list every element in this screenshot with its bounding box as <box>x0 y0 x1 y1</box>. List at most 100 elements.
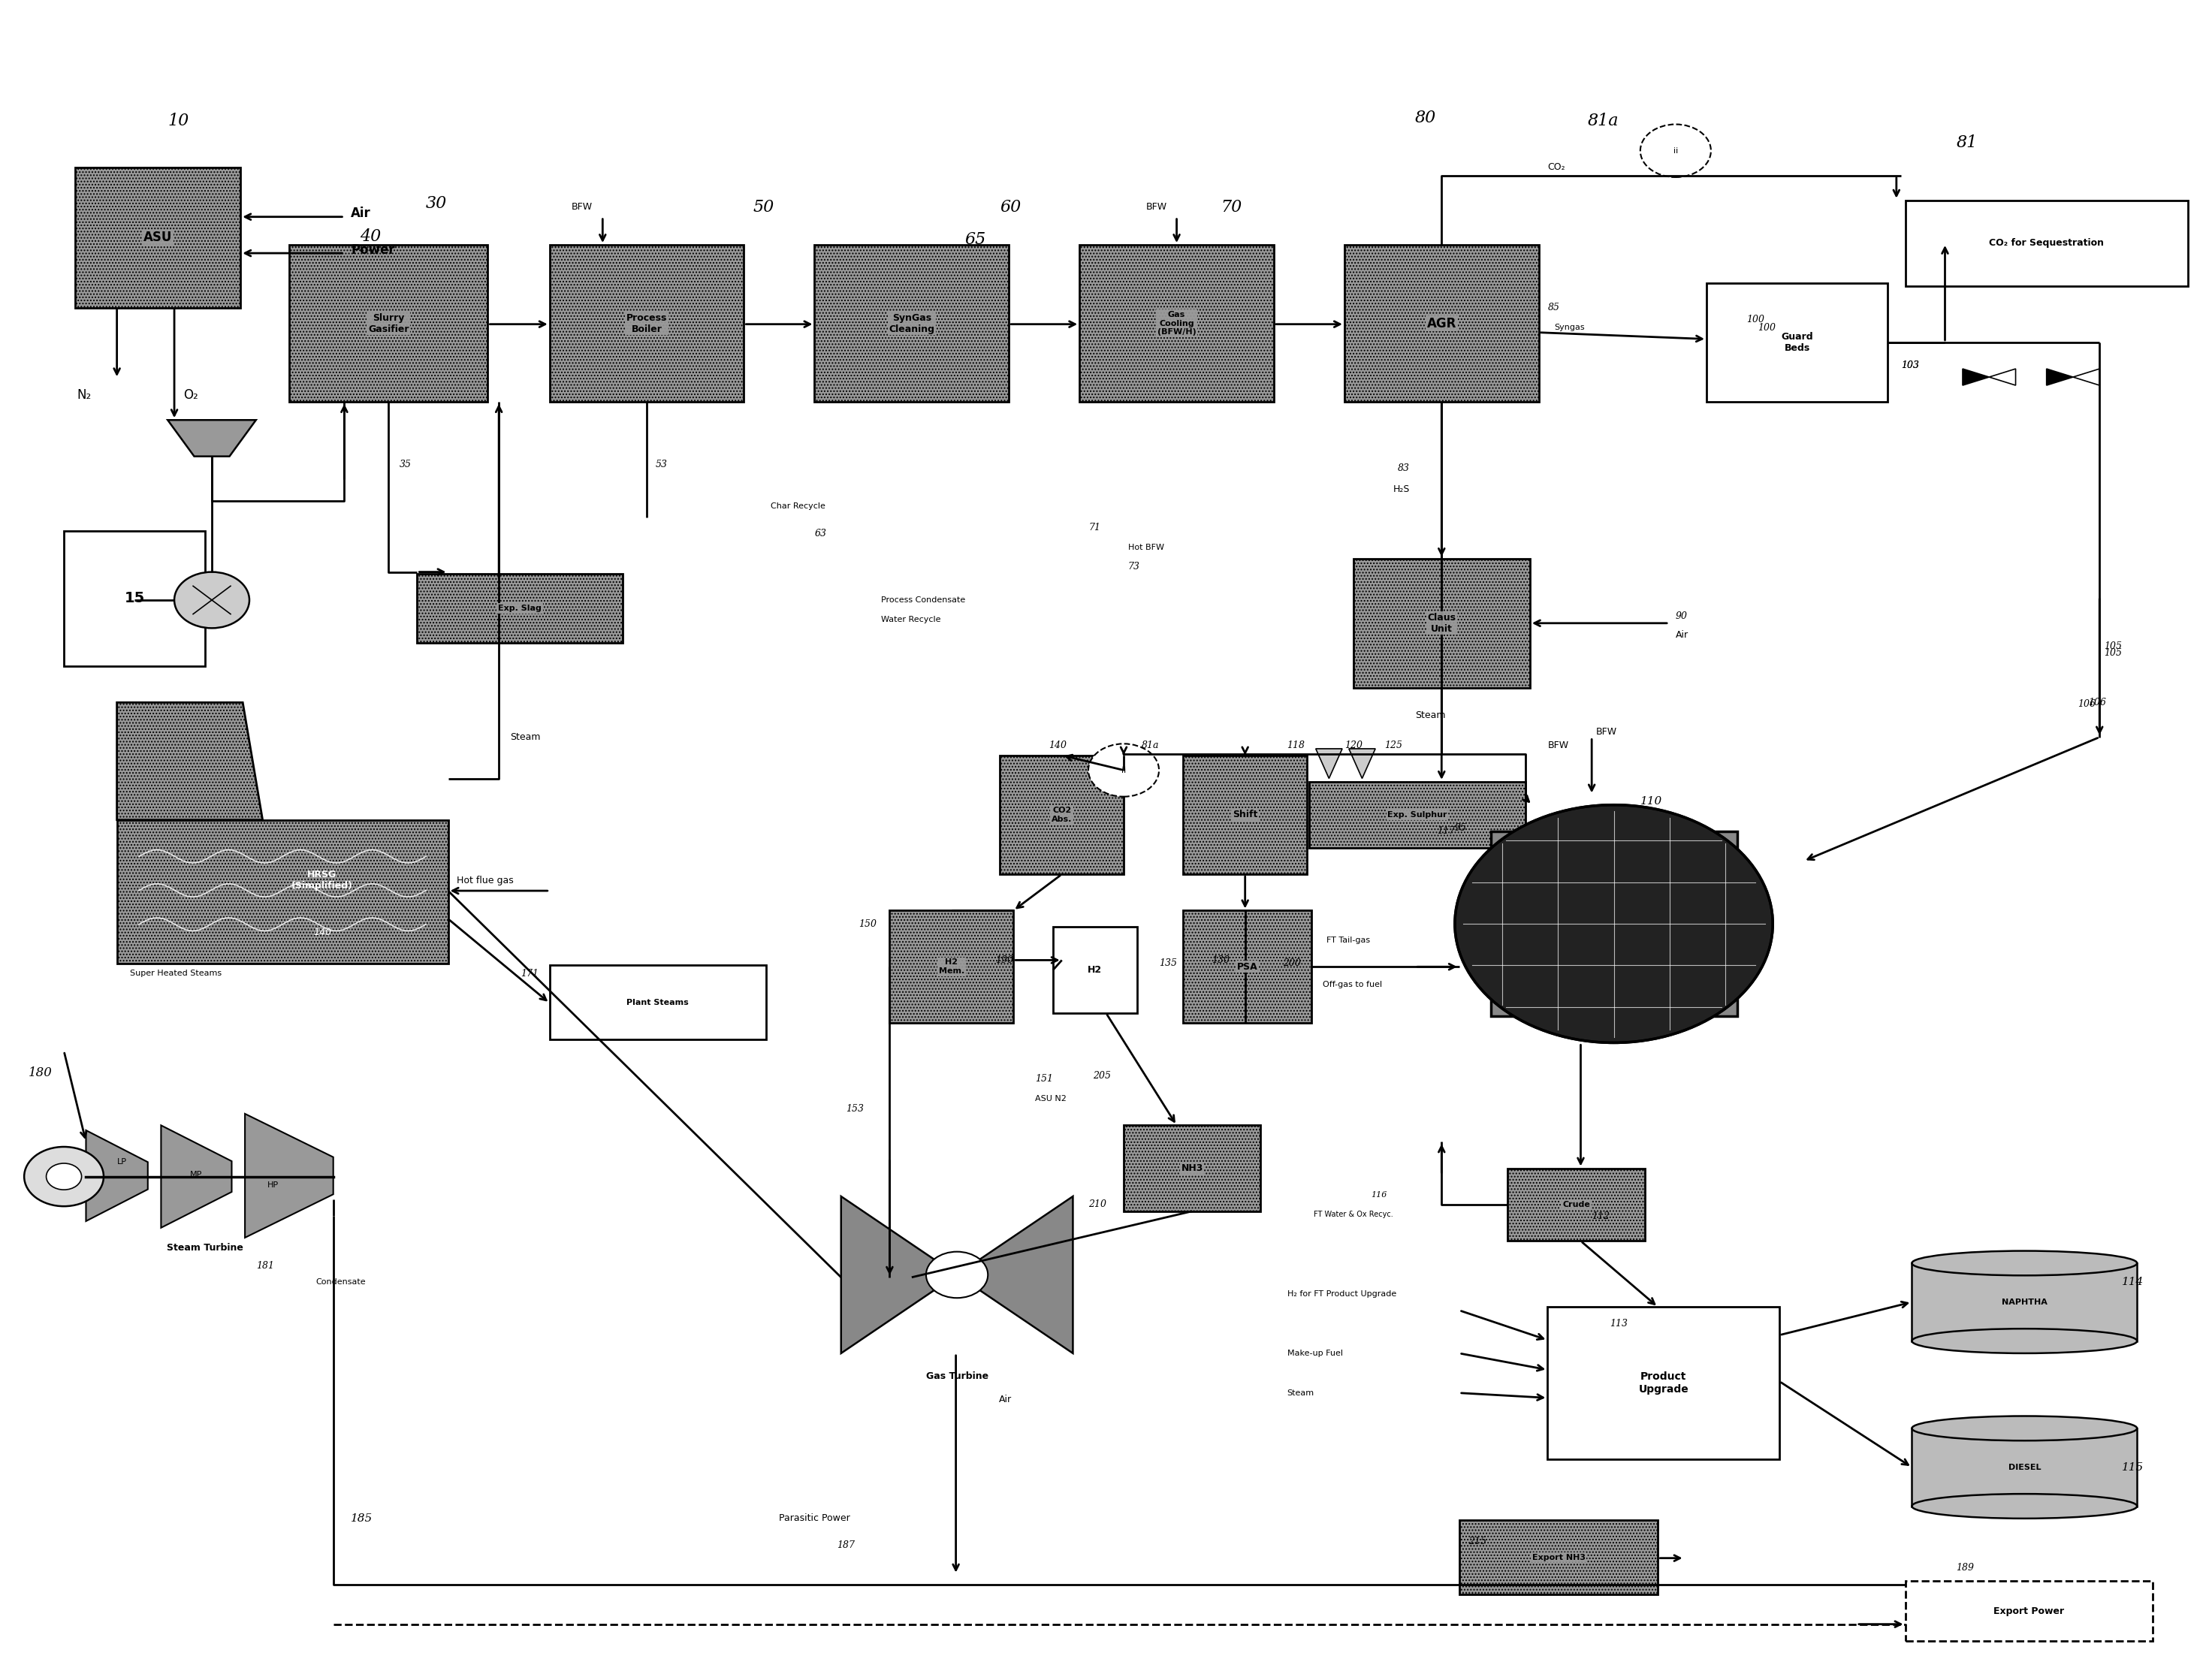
Polygon shape <box>1989 369 2015 386</box>
Bar <box>1124 1126 1261 1211</box>
Text: Exp. Slag: Exp. Slag <box>498 604 542 613</box>
Text: 153: 153 <box>845 1105 863 1114</box>
Text: Claus
Unit: Claus Unit <box>1427 613 1455 634</box>
Circle shape <box>24 1148 104 1206</box>
Text: 90: 90 <box>1677 611 1688 621</box>
Text: Product
Upgrade: Product Upgrade <box>1639 1371 1688 1394</box>
Text: Steam: Steam <box>1416 710 1444 720</box>
Text: MP: MP <box>190 1171 201 1179</box>
Text: 100: 100 <box>1745 315 1765 325</box>
Bar <box>117 820 449 964</box>
Text: FT Tail-gas: FT Tail-gas <box>1327 937 1371 944</box>
Text: ii: ii <box>1121 767 1126 773</box>
Text: 40: 40 <box>361 229 380 245</box>
Bar <box>814 245 1009 402</box>
Text: 171: 171 <box>520 969 540 979</box>
Text: 140: 140 <box>1048 740 1066 750</box>
Text: 81a: 81a <box>1588 113 1619 129</box>
Text: 81: 81 <box>1955 134 1978 151</box>
Text: 125: 125 <box>1385 740 1402 750</box>
Bar <box>1053 927 1137 1013</box>
Text: HRSG
(Simplified): HRSG (Simplified) <box>292 869 354 891</box>
Polygon shape <box>1349 749 1376 778</box>
Circle shape <box>46 1163 82 1189</box>
Text: O₂: O₂ <box>184 389 197 402</box>
Text: Plant Steams: Plant Steams <box>626 999 688 1007</box>
Text: 30: 30 <box>427 195 447 212</box>
Text: 60: 60 <box>1000 199 1022 215</box>
Text: Hot BFW: Hot BFW <box>1128 543 1164 551</box>
Text: BFW: BFW <box>1597 727 1617 737</box>
Text: 106: 106 <box>2088 697 2106 707</box>
Text: ASU N2: ASU N2 <box>1035 1095 1066 1103</box>
Text: N₂: N₂ <box>77 389 91 402</box>
Polygon shape <box>86 1131 148 1220</box>
Text: 117: 117 <box>1438 826 1455 836</box>
Text: 180: 180 <box>29 1066 53 1078</box>
Text: Air: Air <box>1677 629 1688 639</box>
Text: 187: 187 <box>836 1540 854 1550</box>
Circle shape <box>1088 744 1159 797</box>
Text: NH3: NH3 <box>1181 1164 1203 1172</box>
Text: 80: 80 <box>1416 109 1436 126</box>
Text: Crude: Crude <box>1562 1201 1590 1209</box>
Text: 116: 116 <box>1371 1191 1387 1199</box>
Text: CO₂ for Sequestration: CO₂ for Sequestration <box>1989 238 2104 248</box>
Polygon shape <box>246 1114 334 1237</box>
Bar <box>64 530 206 666</box>
Text: Guard
Beds: Guard Beds <box>1781 331 1814 353</box>
Text: 151: 151 <box>1035 1075 1053 1085</box>
Text: 15: 15 <box>124 591 144 606</box>
Bar <box>1079 245 1274 402</box>
Bar <box>1705 283 1887 402</box>
Bar <box>75 167 241 308</box>
Text: 150: 150 <box>858 919 876 929</box>
Text: 81a: 81a <box>1141 740 1159 750</box>
Text: 112: 112 <box>1593 1211 1610 1220</box>
Bar <box>1000 755 1124 874</box>
Text: 95: 95 <box>1455 823 1467 833</box>
Circle shape <box>927 1252 989 1298</box>
Text: Air: Air <box>352 207 372 220</box>
Bar <box>1905 200 2188 286</box>
Polygon shape <box>117 702 263 820</box>
Text: 71: 71 <box>1088 523 1099 532</box>
Bar <box>1911 1429 2137 1507</box>
Text: Export NH3: Export NH3 <box>1533 1553 1586 1562</box>
Text: H₂ for FT Product Upgrade: H₂ for FT Product Upgrade <box>1287 1290 1396 1298</box>
Circle shape <box>1455 805 1772 1043</box>
Text: SynGas
Cleaning: SynGas Cleaning <box>889 313 936 335</box>
Text: 189: 189 <box>1955 1563 1973 1573</box>
Text: 105: 105 <box>2104 647 2121 657</box>
Text: NAPHTHA: NAPHTHA <box>2002 1298 2048 1307</box>
Text: H2
Mem.: H2 Mem. <box>938 959 964 975</box>
Text: 83: 83 <box>1398 464 1409 472</box>
Bar <box>1354 558 1531 687</box>
Ellipse shape <box>1911 1494 2137 1519</box>
Text: Process Condensate: Process Condensate <box>880 596 964 604</box>
Text: BFW: BFW <box>1146 202 1168 212</box>
Bar <box>1310 782 1526 848</box>
Text: Exp. Sulphur: Exp. Sulphur <box>1387 811 1447 818</box>
Text: FT Water & Ox Recyc.: FT Water & Ox Recyc. <box>1314 1211 1394 1219</box>
Text: Off-gas to fuel: Off-gas to fuel <box>1323 980 1382 989</box>
Bar <box>1905 1581 2152 1641</box>
Circle shape <box>175 571 250 628</box>
Text: 103: 103 <box>1900 361 1918 371</box>
Text: 10: 10 <box>168 113 188 129</box>
Text: 185: 185 <box>352 1514 374 1524</box>
Bar <box>1491 831 1736 1017</box>
Text: 114: 114 <box>2121 1277 2143 1287</box>
Text: 205: 205 <box>1093 1071 1110 1081</box>
Text: Super Heated Steams: Super Heated Steams <box>131 970 221 977</box>
Text: 110: 110 <box>1641 797 1661 806</box>
Text: H2: H2 <box>1088 965 1102 975</box>
Text: 120: 120 <box>1345 740 1363 750</box>
Text: 215: 215 <box>1469 1537 1486 1547</box>
Ellipse shape <box>1911 1250 2137 1275</box>
Text: Gas
Cooling
(BFW/H): Gas Cooling (BFW/H) <box>1157 311 1197 336</box>
Text: PSA: PSA <box>1237 962 1259 972</box>
Text: 70: 70 <box>1221 199 1241 215</box>
Text: Make-up Fuel: Make-up Fuel <box>1287 1350 1343 1356</box>
Text: 130: 130 <box>1212 956 1230 965</box>
